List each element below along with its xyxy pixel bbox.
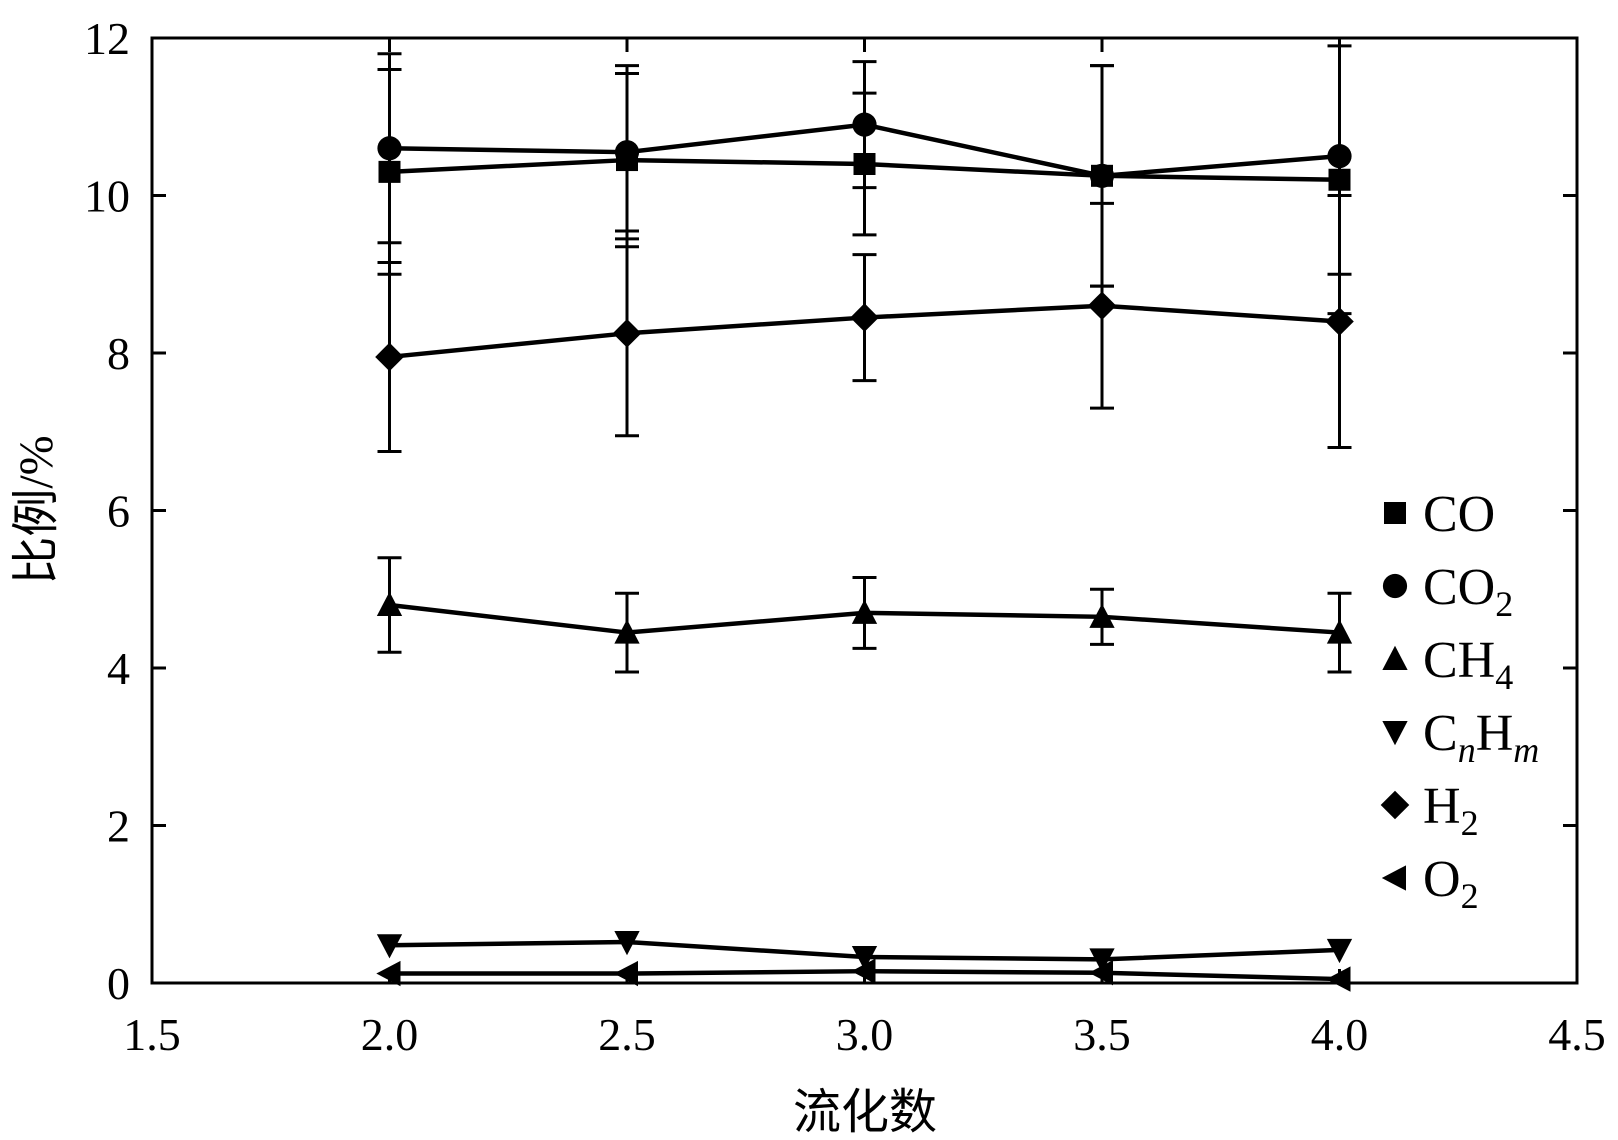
marker-CO2 (614, 140, 640, 165)
legend-marker-CnHm (1382, 721, 1408, 746)
y-axis-label: 比例/% (10, 435, 63, 584)
y-tick-label: 12 (84, 13, 130, 64)
marker-CnHm (851, 946, 878, 971)
marker-O2 (1088, 960, 1113, 986)
marker-H2 (612, 319, 642, 348)
x-tick-label: 2.5 (598, 1009, 656, 1060)
legend-label-O2: O2 (1423, 851, 1479, 916)
marker-CH4 (1089, 603, 1115, 628)
marker-O2 (1326, 966, 1351, 992)
y-tick-label: 0 (107, 958, 130, 1009)
x-axis-label: 流化数 (793, 1086, 937, 1139)
legend-label-CO2: CO2 (1423, 559, 1513, 624)
marker-H2 (1087, 291, 1117, 321)
y-tick-label: 10 (84, 171, 130, 222)
marker-H2 (375, 342, 404, 372)
marker-CnHm (1089, 948, 1115, 973)
y-tick-label: 6 (107, 486, 130, 537)
marker-CO (378, 160, 401, 183)
marker-H2 (850, 303, 879, 332)
legend-label-CnHm: CnHm (1423, 705, 1539, 770)
legend-marker-CO (1384, 502, 1406, 524)
x-tick-label: 3.5 (1073, 1009, 1131, 1060)
series-markers (375, 112, 1354, 992)
marker-CO2 (377, 136, 402, 161)
marker-CnHm (1326, 938, 1353, 964)
marker-O2 (851, 958, 876, 984)
marker-H2 (1325, 307, 1354, 336)
marker-O2 (613, 960, 638, 987)
x-tick-label: 1.5 (123, 1009, 181, 1060)
x-tick-label: 3.0 (836, 1009, 894, 1060)
legend-marker-CH4 (1382, 645, 1408, 670)
legend-marker-H2 (1380, 790, 1410, 820)
axis-ticks: 1.5 2.0 2.5 3.0 3.5 4.0 4.5 0 2 4 6 8 10 12 (84, 13, 1606, 1060)
marker-CH4 (614, 619, 640, 644)
legend-marker-O2 (1381, 865, 1406, 891)
y-tick-label: 2 (107, 801, 130, 852)
marker-CO2 (1327, 144, 1352, 169)
y-tick-label: 8 (107, 328, 130, 379)
x-tick-label: 4.0 (1311, 1009, 1369, 1060)
y-tick-label: 4 (107, 643, 130, 694)
marker-CH4 (1326, 619, 1353, 644)
x-tick-label: 4.5 (1548, 1009, 1606, 1060)
marker-CnHm (614, 931, 640, 956)
marker-CO2 (852, 112, 877, 137)
legend-label-CO: CO (1423, 486, 1495, 543)
marker-CO2 (1089, 163, 1115, 188)
legend-label-H2: H2 (1423, 778, 1479, 843)
marker-CO (1328, 168, 1351, 191)
marker-CO (853, 153, 876, 175)
marker-CnHm (376, 934, 403, 959)
legend-label-CH4: CH4 (1423, 632, 1513, 697)
legend: CO CO2 CH4 CnHm H2 O2 (1380, 486, 1539, 916)
x-tick-label: 2.0 (361, 1009, 419, 1060)
marker-O2 (376, 960, 401, 987)
marker-CH4 (376, 591, 403, 616)
marker-CH4 (851, 599, 878, 624)
series-lines (389, 122, 1340, 982)
legend-marker-CO2 (1382, 573, 1408, 599)
